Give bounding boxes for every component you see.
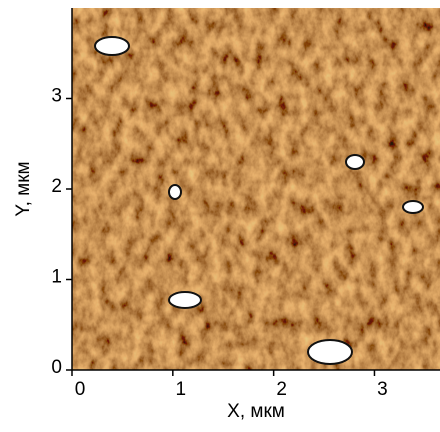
afm-texture <box>72 8 440 370</box>
x-tick-label: 0 <box>75 379 86 400</box>
plot-area <box>72 8 440 370</box>
y-axis-label: Y, мкм <box>13 161 34 216</box>
x-tick-label: 2 <box>276 379 287 400</box>
x-axis-label: X, мкм <box>227 401 285 422</box>
x-tick-label: 1 <box>176 379 187 400</box>
x-tick-label: 3 <box>377 379 388 400</box>
y-tick-label: 1 <box>51 267 62 288</box>
chart: X, мкм Y, мкм 0 1 2 3 0 1 2 3 <box>0 0 440 427</box>
y-tick-label: 2 <box>51 176 62 197</box>
y-tick-label: 0 <box>51 357 62 378</box>
y-tick-label: 3 <box>51 86 62 107</box>
